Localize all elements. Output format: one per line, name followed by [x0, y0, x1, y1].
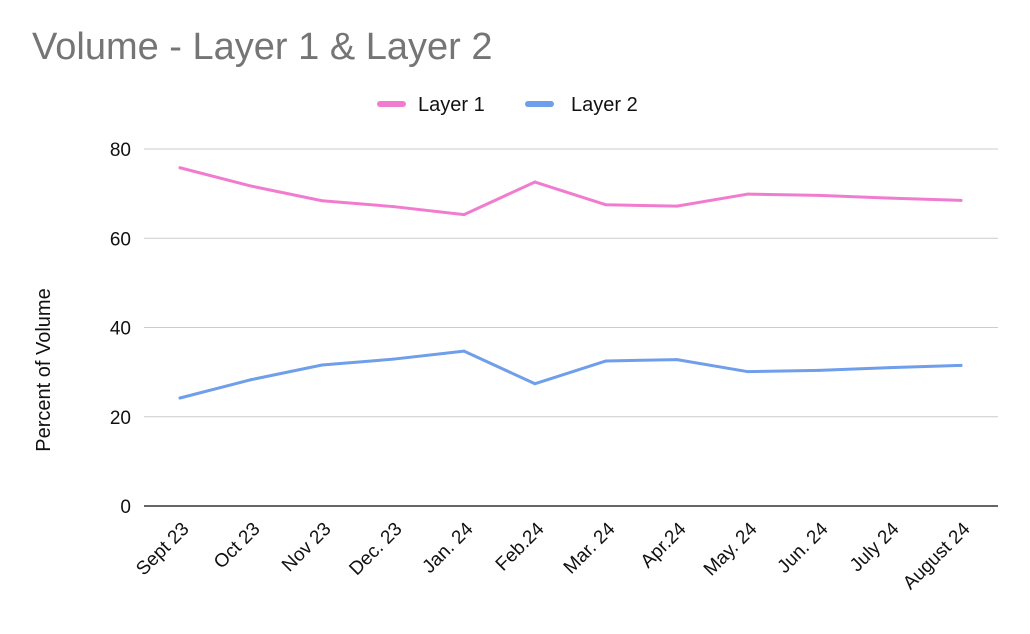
x-tick-label: Jun. 24	[774, 518, 833, 577]
y-tick-label: 40	[110, 319, 131, 340]
x-axis-ticks: Sept 23 Oct 23 Nov 23 Dec. 23 Jan. 24 Feb.24 M…	[132, 518, 974, 594]
data-point	[604, 359, 608, 363]
y-tick-label: 0	[120, 497, 131, 518]
x-tick-label: Mar. 24	[560, 518, 620, 578]
data-point	[462, 213, 466, 217]
x-tick-label: May. 24	[700, 518, 762, 580]
data-point	[249, 378, 253, 382]
data-point	[391, 205, 395, 209]
data-point	[746, 192, 750, 196]
data-point	[178, 396, 182, 400]
x-tick-label: July 24	[846, 518, 904, 576]
y-tick-label: 80	[110, 140, 131, 161]
data-point	[320, 363, 324, 367]
x-tick-label: Sept 23	[132, 519, 193, 580]
y-axis-ticks: 0 20 40 60 80	[110, 140, 131, 518]
y-axis-title: Percent of Volume	[33, 288, 55, 451]
series-line	[178, 166, 963, 217]
data-point	[320, 199, 324, 203]
series-line	[178, 349, 963, 400]
x-tick-label: August 24	[899, 518, 975, 594]
series-layer	[178, 166, 963, 400]
x-tick-label: Dec. 23	[345, 519, 406, 580]
gridlines	[144, 148, 998, 507]
x-tick-label: Apr.24	[637, 518, 691, 572]
y-tick-label: 60	[110, 229, 131, 250]
x-tick-label: Nov 23	[278, 519, 335, 576]
x-tick-label: Feb.24	[492, 518, 549, 575]
x-tick-label: Jan. 24	[419, 518, 478, 577]
data-point	[391, 357, 395, 361]
x-tick-label: Oct 23	[210, 519, 264, 573]
series-1	[178, 166, 963, 217]
data-point	[817, 193, 821, 197]
data-point	[888, 366, 892, 370]
data-point	[675, 358, 679, 362]
data-point	[178, 166, 182, 170]
legend: Layer 1 Layer 2	[377, 94, 638, 116]
data-point	[959, 363, 963, 367]
legend-label: Layer 1	[418, 94, 485, 116]
data-point	[249, 184, 253, 188]
data-point	[746, 370, 750, 374]
data-point	[533, 382, 537, 386]
data-point	[675, 204, 679, 208]
data-point	[533, 180, 537, 184]
data-point	[604, 203, 608, 207]
data-point	[888, 196, 892, 200]
data-point	[959, 198, 963, 202]
data-point	[817, 368, 821, 372]
legend-label: Layer 2	[571, 94, 638, 116]
chart-title: Volume - Layer 1 & Layer 2	[32, 26, 493, 68]
legend-item: Layer 2	[525, 94, 638, 116]
data-point	[462, 349, 466, 353]
y-tick-label: 20	[110, 408, 131, 429]
legend-item: Layer 1	[377, 94, 485, 116]
series-2	[178, 349, 963, 400]
